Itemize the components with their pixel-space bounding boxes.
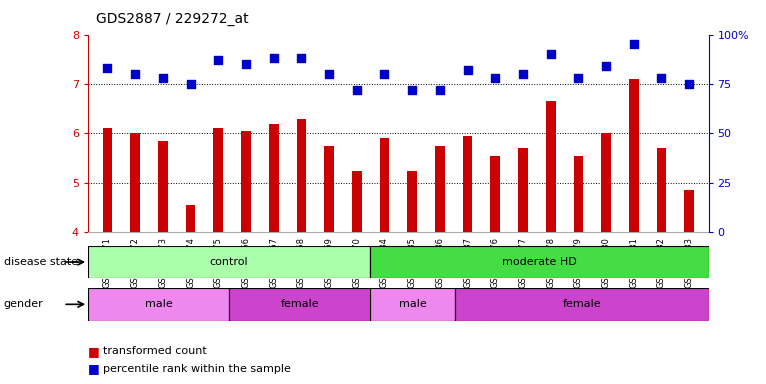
Point bbox=[627, 41, 640, 48]
Bar bbox=[546, 101, 555, 232]
Point bbox=[323, 71, 336, 77]
Point bbox=[129, 71, 141, 77]
Bar bbox=[601, 134, 611, 232]
Bar bbox=[463, 136, 473, 232]
Bar bbox=[88, 246, 370, 278]
Text: gender: gender bbox=[4, 299, 44, 310]
Point bbox=[545, 51, 557, 58]
Point bbox=[461, 67, 473, 73]
Point bbox=[572, 75, 584, 81]
Point bbox=[101, 65, 113, 71]
Point bbox=[434, 87, 446, 93]
Bar bbox=[88, 246, 370, 278]
Text: female: female bbox=[280, 299, 319, 310]
Bar bbox=[185, 205, 195, 232]
Bar bbox=[352, 170, 362, 232]
Bar bbox=[518, 148, 528, 232]
Point bbox=[656, 75, 668, 81]
Text: male: male bbox=[398, 299, 427, 310]
Bar bbox=[684, 190, 694, 232]
Bar bbox=[229, 288, 370, 321]
Point bbox=[157, 75, 169, 81]
Point bbox=[295, 55, 307, 61]
Point bbox=[351, 87, 363, 93]
Text: percentile rank within the sample: percentile rank within the sample bbox=[103, 364, 291, 374]
Bar bbox=[370, 246, 709, 278]
Text: male: male bbox=[145, 299, 172, 310]
Bar bbox=[370, 288, 455, 321]
Text: ■: ■ bbox=[88, 345, 100, 358]
Bar bbox=[455, 288, 709, 321]
Bar bbox=[214, 129, 223, 232]
Bar bbox=[490, 156, 500, 232]
Bar bbox=[455, 288, 709, 321]
Bar bbox=[158, 141, 168, 232]
Text: moderate HD: moderate HD bbox=[502, 257, 577, 267]
Bar bbox=[435, 146, 445, 232]
Bar bbox=[241, 131, 250, 232]
Text: GDS2887 / 229272_at: GDS2887 / 229272_at bbox=[96, 12, 248, 25]
Bar bbox=[269, 124, 279, 232]
Text: disease state: disease state bbox=[4, 257, 78, 267]
Point bbox=[212, 57, 224, 63]
Bar bbox=[656, 148, 666, 232]
Point bbox=[185, 81, 197, 87]
Bar bbox=[324, 146, 334, 232]
Point bbox=[378, 71, 391, 77]
Point bbox=[517, 71, 529, 77]
Text: control: control bbox=[210, 257, 248, 267]
Point bbox=[683, 81, 696, 87]
Bar bbox=[103, 129, 113, 232]
Bar bbox=[296, 119, 306, 232]
Bar bbox=[88, 288, 229, 321]
Text: transformed count: transformed count bbox=[103, 346, 207, 356]
Bar bbox=[574, 156, 583, 232]
Bar bbox=[88, 288, 229, 321]
Text: female: female bbox=[562, 299, 601, 310]
Bar bbox=[130, 134, 140, 232]
Point bbox=[406, 87, 418, 93]
Point bbox=[489, 75, 502, 81]
Bar bbox=[380, 138, 389, 232]
Bar bbox=[229, 288, 370, 321]
Bar bbox=[408, 170, 417, 232]
Bar bbox=[370, 288, 455, 321]
Point bbox=[267, 55, 280, 61]
Text: ■: ■ bbox=[88, 362, 100, 375]
Point bbox=[600, 63, 612, 69]
Bar bbox=[629, 79, 639, 232]
Bar bbox=[370, 246, 709, 278]
Point bbox=[240, 61, 252, 67]
